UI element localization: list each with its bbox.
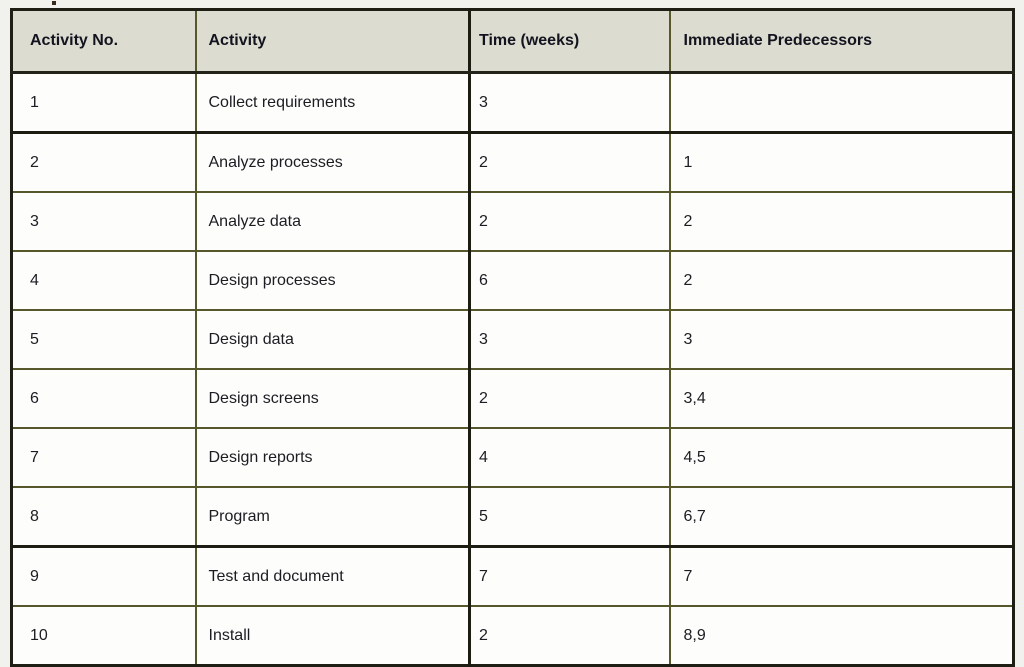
- cell-activity-no: 9: [10, 545, 197, 607]
- cell-predecessors: [668, 71, 1015, 134]
- cell-activity-no: 5: [10, 309, 197, 370]
- cell-predecessors: 7: [668, 545, 1015, 607]
- table-row: 9 Test and document 7 7: [10, 545, 1015, 607]
- cell-activity-no: 1: [10, 71, 197, 134]
- cropped-text-artifact: [52, 1, 56, 5]
- cell-activity-no: 6: [10, 368, 197, 429]
- cell-time-weeks: 3: [468, 71, 671, 134]
- table-row: 4 Design processes 6 2: [10, 250, 1015, 311]
- column-header-immediate-predecessors: Immediate Predecessors: [668, 8, 1015, 74]
- table-header-row: Activity No. Activity Time (weeks) Immed…: [10, 8, 1015, 74]
- cell-activity-no: 4: [10, 250, 197, 311]
- cell-predecessors: 3,4: [668, 368, 1015, 429]
- cell-time-weeks: 3: [468, 309, 671, 370]
- cell-activity-no: 8: [10, 486, 197, 548]
- table-row: 1 Collect requirements 3: [10, 71, 1015, 134]
- cell-time-weeks: 2: [468, 368, 671, 429]
- cell-activity-no: 10: [10, 605, 197, 667]
- cell-time-weeks: 5: [468, 486, 671, 548]
- table-row: 3 Analyze data 2 2: [10, 191, 1015, 252]
- cell-predecessors: 2: [668, 191, 1015, 252]
- cell-time-weeks: 2: [468, 131, 671, 193]
- cell-predecessors: 4,5: [668, 427, 1015, 488]
- cell-activity-no: 7: [10, 427, 197, 488]
- cell-activity: Test and document: [194, 545, 471, 607]
- table-row: 5 Design data 3 3: [10, 309, 1015, 370]
- cell-time-weeks: 7: [468, 545, 671, 607]
- cell-predecessors: 1: [668, 131, 1015, 193]
- cell-activity: Collect requirements: [194, 71, 471, 134]
- cell-activity: Design reports: [194, 427, 471, 488]
- table-row: 8 Program 5 6,7: [10, 486, 1015, 548]
- activity-table: Activity No. Activity Time (weeks) Immed…: [10, 8, 1015, 667]
- cell-activity-no: 3: [10, 191, 197, 252]
- table-row: 10 Install 2 8,9: [10, 605, 1015, 667]
- cell-time-weeks: 2: [468, 605, 671, 667]
- cell-predecessors: 8,9: [668, 605, 1015, 667]
- cell-activity: Analyze data: [194, 191, 471, 252]
- cell-activity: Design data: [194, 309, 471, 370]
- column-header-activity: Activity: [194, 8, 471, 74]
- cell-time-weeks: 2: [468, 191, 671, 252]
- table-row: 7 Design reports 4 4,5: [10, 427, 1015, 488]
- cell-activity-no: 2: [10, 131, 197, 193]
- cell-activity: Design processes: [194, 250, 471, 311]
- column-header-time-weeks: Time (weeks): [468, 8, 671, 74]
- cell-activity: Analyze processes: [194, 131, 471, 193]
- cell-activity: Program: [194, 486, 471, 548]
- cell-activity: Install: [194, 605, 471, 667]
- cell-predecessors: 2: [668, 250, 1015, 311]
- table-row: 2 Analyze processes 2 1: [10, 131, 1015, 193]
- cell-time-weeks: 6: [468, 250, 671, 311]
- cell-predecessors: 3: [668, 309, 1015, 370]
- column-header-activity-no: Activity No.: [10, 8, 197, 74]
- cell-predecessors: 6,7: [668, 486, 1015, 548]
- table-row: 6 Design screens 2 3,4: [10, 368, 1015, 429]
- cell-time-weeks: 4: [468, 427, 671, 488]
- cell-activity: Design screens: [194, 368, 471, 429]
